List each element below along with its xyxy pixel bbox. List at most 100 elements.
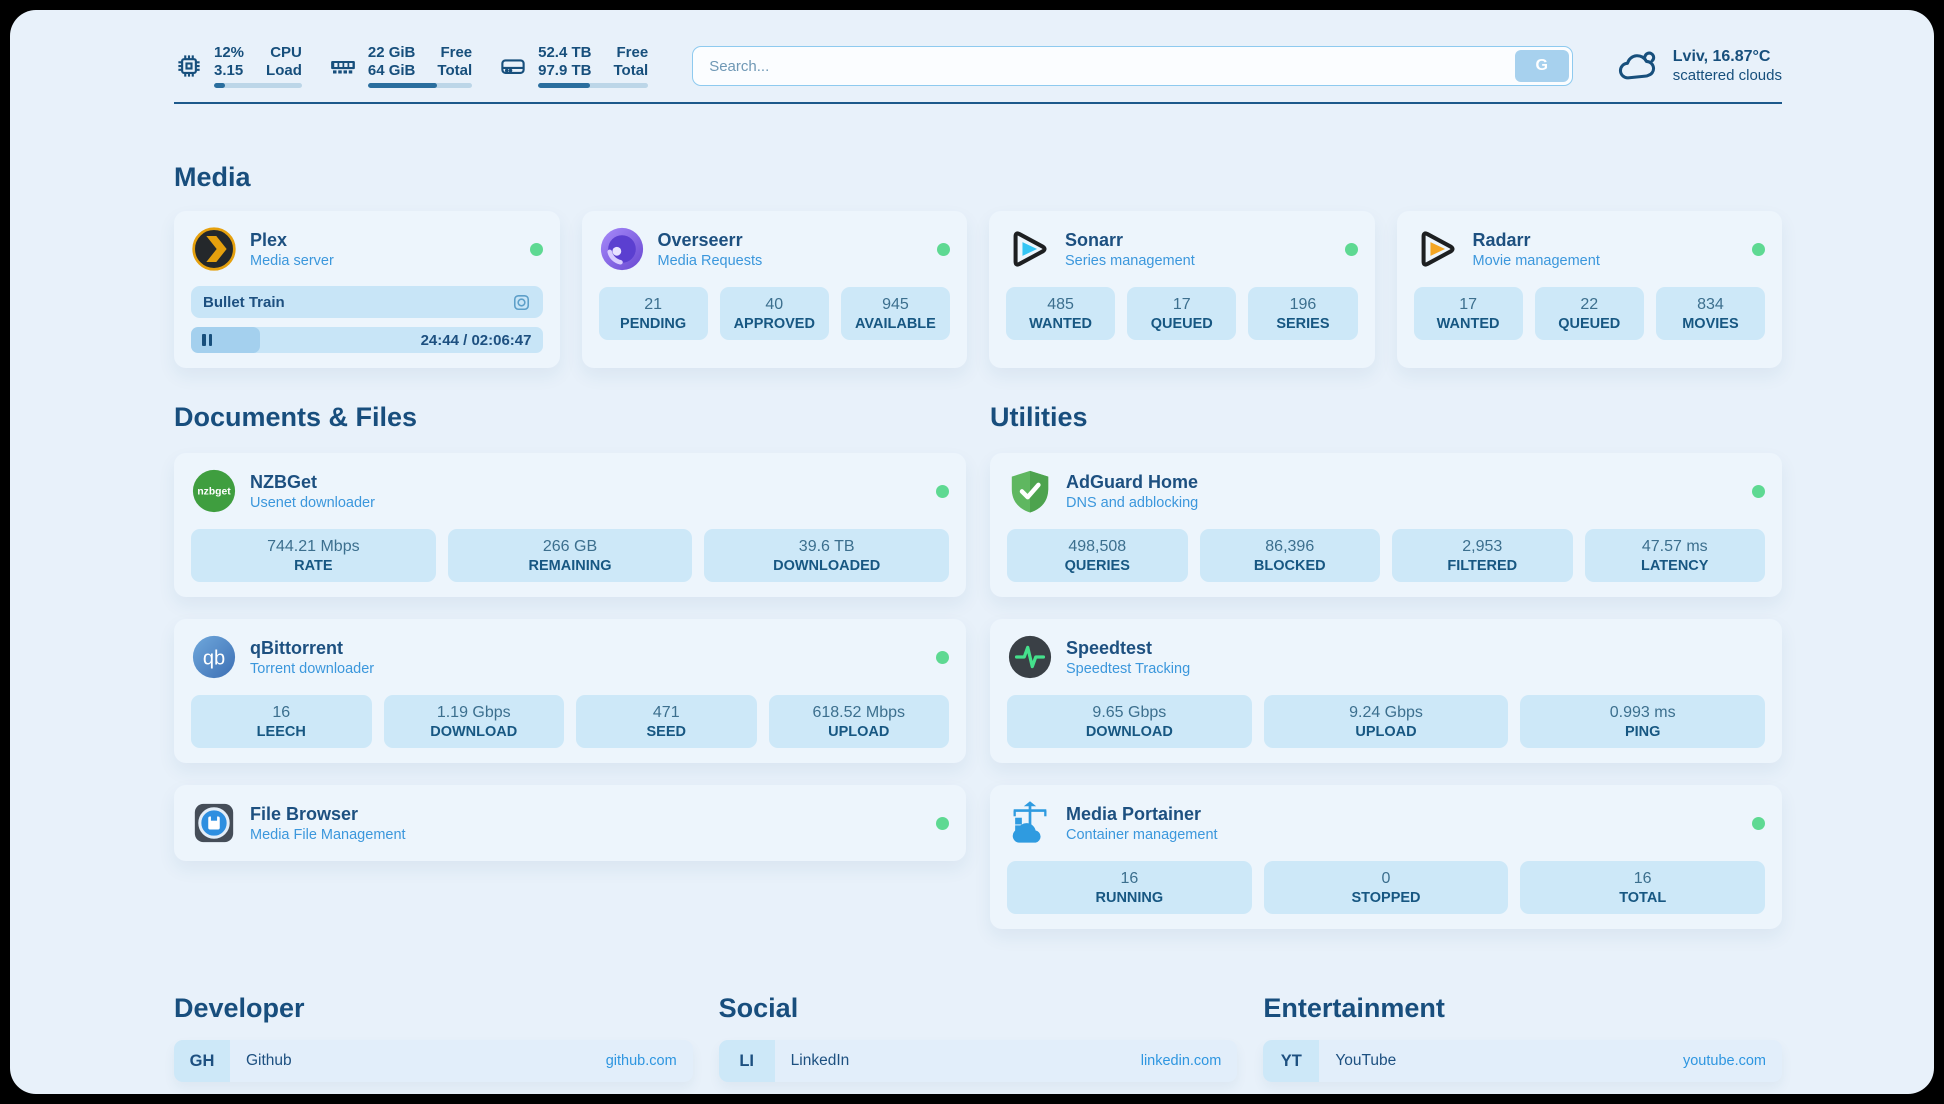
ram-total-label: Total bbox=[437, 62, 473, 79]
ram-total-value: 64 GiB bbox=[367, 62, 416, 79]
sonarr-icon bbox=[1006, 226, 1052, 272]
documents-column: Documents & Files nzbget NZBGet Usenet d… bbox=[174, 402, 966, 861]
filebrowser-icon bbox=[191, 800, 237, 846]
filebrowser-status-dot bbox=[936, 816, 949, 830]
qbittorrent-upload-stat: 618.52 Mbps UPLOAD bbox=[768, 695, 949, 748]
filebrowser-card[interactable]: File Browser Media File Management bbox=[174, 785, 966, 861]
plex-title: Plex bbox=[250, 229, 288, 250]
link-youtube[interactable]: YT YouTube youtube.com bbox=[1263, 1040, 1782, 1082]
link-url: linkedin.com bbox=[1140, 1053, 1222, 1069]
portainer-icon bbox=[1007, 800, 1053, 846]
radarr-queued-stat: 22 QUEUED bbox=[1534, 287, 1644, 340]
radarr-wanted-stat: 17 WANTED bbox=[1413, 287, 1523, 340]
qbittorrent-seed-stat: 471 SEED bbox=[576, 695, 757, 748]
sonarr-card[interactable]: Sonarr Series management 485 WANTED 17 Q… bbox=[989, 211, 1375, 368]
media-card-row: Plex Media server Bullet Train 24:44 / 0… bbox=[174, 211, 1782, 368]
qbittorrent-download-stat: 1.19 Gbps DOWNLOAD bbox=[383, 695, 564, 748]
link-name: YouTube bbox=[1335, 1052, 1397, 1069]
link-github[interactable]: GH Github github.com bbox=[174, 1040, 693, 1082]
sonarr-subtitle: Series management bbox=[1065, 252, 1195, 269]
overseerr-approved-stat: 40 APPROVED bbox=[719, 287, 829, 340]
social-section-heading: Social bbox=[718, 993, 799, 1023]
nzbget-status-dot bbox=[936, 484, 949, 498]
radarr-status-dot bbox=[1752, 242, 1765, 256]
radarr-title: Radarr bbox=[1472, 229, 1531, 250]
overseerr-card[interactable]: Overseerr Media Requests 21 PENDING 40 A… bbox=[581, 211, 967, 368]
link-linkedin[interactable]: LI LinkedIn linkedin.com bbox=[718, 1040, 1238, 1082]
cpu-stat: 12% CPU 3.15 Load bbox=[174, 44, 302, 88]
cloud-icon bbox=[1618, 51, 1655, 80]
speedtest-subtitle: Speedtest Tracking bbox=[1066, 660, 1191, 677]
disk-progress-track bbox=[538, 83, 649, 88]
ram-progress-fill bbox=[367, 83, 437, 88]
qbittorrent-card[interactable]: qb qBittorrent Torrent downloader 16 LEE… bbox=[174, 619, 966, 763]
speedtest-download-stat: 9.65 Gbps DOWNLOAD bbox=[1007, 695, 1252, 748]
github-abbr-badge: GH bbox=[174, 1040, 230, 1082]
speedtest-ping-stat: 0.993 ms PING bbox=[1520, 695, 1766, 748]
search-bar: G bbox=[692, 46, 1573, 86]
radarr-subtitle: Movie management bbox=[1472, 252, 1600, 269]
speedtest-upload-stat: 9.24 Gbps UPLOAD bbox=[1263, 695, 1509, 748]
disk-stat: 52.4 TB Free 97.9 TB Total bbox=[498, 44, 649, 88]
overseerr-subtitle: Media Requests bbox=[657, 252, 763, 269]
portainer-card[interactable]: Media Portainer Container management 16 … bbox=[990, 785, 1782, 929]
search-input[interactable] bbox=[692, 46, 1573, 86]
portainer-title: Media Portainer bbox=[1066, 803, 1202, 824]
nzbget-rate-stat: 744.21 Mbps RATE bbox=[191, 529, 436, 582]
nzbget-card[interactable]: nzbget NZBGet Usenet downloader 744.21 M… bbox=[174, 453, 966, 597]
plex-progress-fill bbox=[191, 327, 260, 353]
disk-free-label: Free bbox=[616, 44, 649, 61]
adguard-status-dot bbox=[1752, 484, 1765, 498]
pause-icon[interactable] bbox=[202, 334, 212, 346]
sonarr-queued-stat: 17 QUEUED bbox=[1127, 287, 1237, 340]
plex-icon bbox=[191, 226, 237, 272]
nzbget-subtitle: Usenet downloader bbox=[250, 494, 375, 511]
portainer-total-stat: 16 TOTAL bbox=[1520, 861, 1766, 914]
adguard-queries-stat: 498,508 QUERIES bbox=[1007, 529, 1188, 582]
sonarr-title: Sonarr bbox=[1065, 229, 1124, 250]
linkedin-abbr-badge: LI bbox=[718, 1040, 775, 1082]
weather-location: Lviv, 16.87°C bbox=[1672, 48, 1771, 65]
sonarr-series-stat: 196 SERIES bbox=[1248, 287, 1358, 340]
developer-section-heading: Developer bbox=[174, 993, 305, 1023]
youtube-abbr-badge: YT bbox=[1263, 1040, 1320, 1082]
plex-now-playing-title: Bullet Train bbox=[203, 293, 285, 311]
cpu-usage-label: CPU bbox=[270, 44, 302, 61]
disk-total-value: 97.9 TB bbox=[538, 62, 592, 79]
speedtest-title: Speedtest bbox=[1066, 637, 1153, 658]
developer-section: Developer GH Github github.com SO StackO… bbox=[174, 993, 693, 1094]
speedtest-card[interactable]: Speedtest Speedtest Tracking 9.65 Gbps D… bbox=[990, 619, 1782, 763]
media-section-heading: Media bbox=[174, 162, 251, 192]
portainer-status-dot bbox=[1752, 816, 1765, 830]
search-engine-button[interactable]: G bbox=[1514, 50, 1569, 82]
plex-status-dot bbox=[529, 242, 543, 256]
qbittorrent-status-dot bbox=[936, 650, 949, 664]
ram-stat: 22 GiB Free 64 GiB Total bbox=[328, 44, 473, 88]
qbittorrent-icon: qb bbox=[191, 634, 237, 680]
nzbget-remaining-stat: 266 GB REMAINING bbox=[447, 529, 693, 582]
plex-progress-bar[interactable]: 24:44 / 02:06:47 bbox=[191, 327, 543, 353]
cpu-usage-value: 12% bbox=[214, 44, 245, 61]
adguard-subtitle: DNS and adblocking bbox=[1066, 494, 1199, 511]
camera-icon[interactable] bbox=[512, 293, 531, 312]
radarr-card[interactable]: Radarr Movie management 17 WANTED 22 QUE… bbox=[1396, 211, 1782, 368]
adguard-blocked-stat: 86,396 BLOCKED bbox=[1199, 529, 1380, 582]
adguard-filtered-stat: 2,953 FILTERED bbox=[1392, 529, 1573, 582]
documents-section-heading: Documents & Files bbox=[174, 402, 418, 432]
entertainment-section: Entertainment YT YouTube youtube.com NF … bbox=[1263, 993, 1782, 1094]
adguard-title: AdGuard Home bbox=[1066, 471, 1199, 492]
overseerr-available-stat: 945 AVAILABLE bbox=[840, 287, 951, 340]
adguard-card[interactable]: AdGuard Home DNS and adblocking 498,508 … bbox=[990, 453, 1782, 597]
link-name: Github bbox=[246, 1052, 292, 1069]
cpu-progress-fill bbox=[214, 83, 225, 88]
svg-text:qb: qb bbox=[203, 648, 225, 670]
utilities-column: Utilities AdGuard Home DNS and adblockin… bbox=[990, 402, 1782, 929]
portainer-stopped-stat: 0 STOPPED bbox=[1263, 861, 1509, 914]
plex-card[interactable]: Plex Media server Bullet Train 24:44 / 0… bbox=[174, 211, 560, 368]
adguard-latency-stat: 47.57 ms LATENCY bbox=[1584, 529, 1765, 582]
adguard-icon bbox=[1007, 468, 1053, 514]
sonarr-status-dot bbox=[1344, 242, 1358, 256]
disk-progress-fill bbox=[538, 83, 590, 88]
svg-text:nzbget: nzbget bbox=[197, 486, 231, 497]
nzbget-title: NZBGet bbox=[250, 471, 317, 492]
